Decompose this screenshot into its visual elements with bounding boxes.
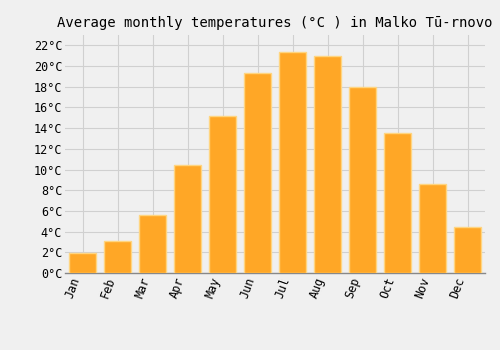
Bar	[174, 166, 201, 273]
Bar	[210, 116, 236, 273]
Title: Average monthly temperatures (°C ) in Malko Tū-rnovo: Average monthly temperatures (°C ) in Ma…	[57, 16, 493, 30]
Bar	[280, 51, 305, 273]
Bar	[314, 56, 340, 273]
Bar	[384, 133, 410, 273]
Bar	[140, 215, 166, 273]
Bar	[454, 228, 480, 273]
Bar	[104, 241, 130, 273]
Bar	[350, 87, 376, 273]
Bar	[70, 253, 96, 273]
Bar	[420, 184, 446, 273]
Bar	[244, 73, 270, 273]
